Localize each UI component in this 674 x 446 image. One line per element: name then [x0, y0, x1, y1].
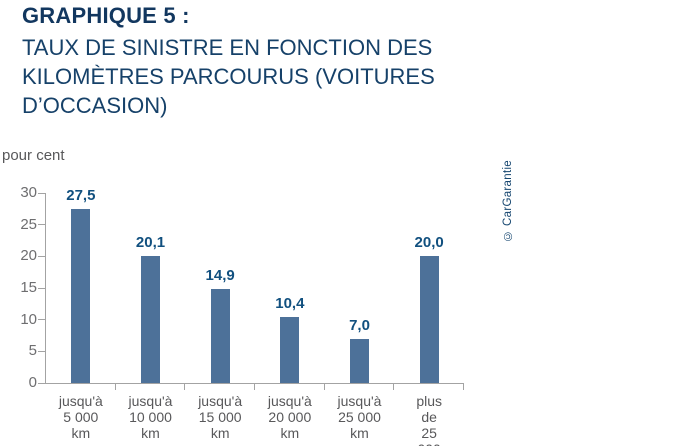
x-category-label: jusqu'à 10 000 km: [128, 393, 173, 441]
bar: [71, 208, 91, 383]
copyright-credit: © CarGarantie: [502, 160, 514, 242]
bar: [141, 255, 160, 383]
y-axis-tick-label: 0: [28, 374, 37, 391]
y-axis-tick: [38, 350, 45, 352]
y-axis-tick: [38, 255, 45, 257]
x-axis-tick: [254, 384, 255, 390]
bar-value-label: 7,0: [349, 316, 370, 334]
chart-title: TAUX DE SINISTRE EN FONCTION DES KILOMÈT…: [22, 35, 435, 118]
plot-area: 27,5 jusqu'à 5 000 km 20,1 jusqu'à 10 000 k…: [20, 185, 464, 446]
x-category-label: jusqu'à 5 000 km: [58, 393, 103, 441]
y-axis-tick-label: 10: [20, 310, 37, 328]
x-axis-tick: [393, 384, 395, 390]
x-category-label: jusqu'à 20 000 km: [267, 393, 312, 441]
x-category-label: jusqu'à 15 000 km: [198, 393, 243, 441]
x-axis-tick: [463, 384, 464, 390]
y-axis-unit-label: pour cent: [2, 147, 65, 164]
bar: [210, 288, 230, 383]
x-axis-tick: [114, 384, 116, 390]
y-axis-tick-label: 30: [20, 184, 37, 201]
y-axis-tick-label: 20: [20, 247, 37, 265]
bar-value-label: 20,0: [414, 234, 444, 252]
bar-value-label: 10,4: [275, 295, 305, 313]
y-axis-tick: [38, 382, 45, 384]
y-axis-tick-label: 15: [20, 279, 37, 296]
chart-label: GRAPHIQUE 5 :: [22, 3, 190, 28]
x-category-label: plus de 25 000 km: [416, 393, 442, 446]
y-axis-tick: [38, 319, 45, 321]
y-axis-tick-label: 25: [20, 215, 37, 233]
y-axis-tick-label: 5: [28, 342, 37, 360]
bar-value-label: 20,1: [135, 233, 166, 251]
bar: [419, 256, 439, 383]
y-axis-tick: [38, 192, 45, 194]
x-axis-tick: [323, 384, 325, 390]
bar-value-label: 14,9: [205, 266, 235, 284]
bar-value-label: 27,5: [66, 186, 96, 204]
y-axis-tick: [38, 287, 45, 289]
bar: [350, 338, 369, 383]
bar: [280, 317, 300, 383]
x-axis-tick: [184, 384, 186, 390]
x-category-label: jusqu'à 25 000 km: [337, 393, 382, 441]
y-axis-tick: [38, 224, 45, 226]
